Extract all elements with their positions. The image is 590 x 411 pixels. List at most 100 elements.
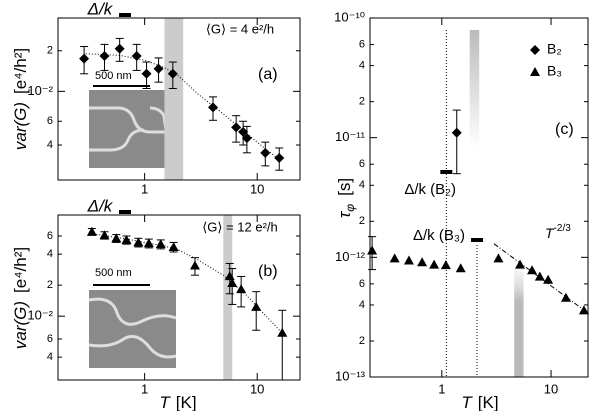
data-point bbox=[208, 102, 219, 113]
plot-frame bbox=[57, 214, 301, 381]
gap-bar bbox=[471, 238, 484, 242]
data-point bbox=[543, 274, 554, 284]
y-axis-title-sub: φ bbox=[343, 204, 357, 212]
gap-bar bbox=[440, 170, 453, 174]
y-axis-title-unit: [e⁴/h²] bbox=[11, 48, 30, 94]
y-tick-label: 4 bbox=[47, 248, 53, 260]
data-point bbox=[251, 301, 262, 311]
y-tick-label: 6 bbox=[359, 38, 365, 50]
x-tick-label: 1 bbox=[141, 381, 148, 396]
fit-label-base: T bbox=[545, 225, 555, 241]
y-tick-label: 10⁻¹⁰ bbox=[334, 9, 365, 24]
y-tick-label: 2 bbox=[47, 45, 53, 57]
y-tick-label: 6 bbox=[359, 158, 365, 170]
data-point bbox=[131, 50, 142, 61]
data-point bbox=[227, 277, 238, 287]
gap-band bbox=[223, 215, 233, 380]
x-axis-title-unit: [K] bbox=[478, 393, 499, 411]
data-point bbox=[133, 237, 144, 247]
annotation: ⟨G⟩ = 4 e²/h bbox=[206, 21, 274, 36]
annotation: ⟨G⟩ = 12 e²/h bbox=[202, 219, 278, 234]
data-point bbox=[153, 63, 164, 74]
y-tick-label: 2 bbox=[47, 279, 53, 291]
y-axis-title-name: τ bbox=[335, 210, 354, 218]
inset-scale-label: 500 nm bbox=[95, 267, 132, 279]
data-point bbox=[99, 50, 110, 61]
data-point bbox=[560, 292, 571, 302]
y-axis-title-name: var(G) bbox=[11, 102, 30, 150]
panel-label: (a) bbox=[258, 66, 278, 83]
y-tick-label: 10⁻² bbox=[27, 83, 53, 98]
panel-label: (c) bbox=[555, 121, 574, 138]
x-tick-label: 10 bbox=[544, 381, 558, 396]
x-axis-title-name: T bbox=[461, 393, 473, 411]
x-axis-title-unit: [K] bbox=[176, 393, 197, 411]
data-point bbox=[189, 260, 200, 270]
y-tick-label: 10⁻¹¹ bbox=[335, 129, 366, 144]
data-point bbox=[274, 153, 285, 164]
y-tick-label: 2 bbox=[359, 335, 365, 347]
data-point bbox=[440, 260, 451, 270]
data-point bbox=[168, 241, 179, 251]
fit-label-sup: -2/3 bbox=[554, 223, 572, 234]
y-axis-title: var(G) [e⁴/h²] bbox=[11, 247, 30, 349]
data-point bbox=[527, 265, 538, 275]
inset-a bbox=[89, 85, 177, 168]
data-point bbox=[143, 238, 154, 248]
gap-band bbox=[164, 18, 184, 180]
legend-marker bbox=[530, 67, 540, 76]
data-point bbox=[578, 305, 589, 315]
data-point bbox=[260, 147, 271, 158]
gap-band bbox=[514, 250, 524, 377]
y-tick-label: 2 bbox=[359, 215, 365, 227]
data-point bbox=[111, 233, 122, 243]
data-point bbox=[515, 259, 526, 269]
y-tick-label: 4 bbox=[359, 179, 365, 191]
data-point bbox=[367, 245, 378, 255]
fit-label: T-2/3 bbox=[545, 223, 571, 241]
y-tick-label: 10⁻¹² bbox=[335, 249, 366, 264]
x-tick-label: 10 bbox=[250, 381, 264, 396]
data-point bbox=[141, 68, 152, 79]
data-point bbox=[167, 68, 178, 79]
data-point bbox=[534, 271, 545, 281]
legend-label: B₂ bbox=[547, 41, 562, 57]
x-tick-label: 1 bbox=[438, 381, 445, 396]
y-tick-label: 10⁻¹³ bbox=[335, 368, 366, 383]
legend-label: B₃ bbox=[547, 63, 562, 79]
gap-bar bbox=[119, 13, 131, 17]
y-axis-title-unit: [e⁴/h²] bbox=[11, 247, 30, 293]
fit-line bbox=[493, 243, 589, 314]
data-point bbox=[155, 239, 166, 249]
gap-label: Δ/k bbox=[87, 196, 114, 215]
y-tick-label: 6 bbox=[47, 230, 53, 242]
data-point bbox=[429, 259, 440, 269]
y-tick-label: 10⁻² bbox=[27, 308, 53, 323]
data-point bbox=[99, 230, 110, 240]
data-point bbox=[241, 133, 252, 144]
gap-label: Δ/k bbox=[87, 0, 114, 18]
y-tick-label: 2 bbox=[359, 96, 365, 108]
data-point bbox=[389, 253, 400, 263]
x-axis-title: T [K] bbox=[461, 393, 498, 411]
plot-frame bbox=[369, 17, 589, 378]
gap-bar bbox=[119, 210, 131, 214]
data-point bbox=[417, 257, 428, 267]
fit-line bbox=[85, 53, 281, 161]
y-tick-label: 6 bbox=[47, 333, 53, 345]
x-tick-label: 10 bbox=[250, 181, 264, 196]
y-tick-label: 4 bbox=[47, 351, 53, 363]
y-axis-title-name: var(G) bbox=[11, 301, 30, 349]
y-tick-label: 6 bbox=[47, 115, 53, 127]
data-point bbox=[236, 284, 247, 294]
data-point bbox=[493, 253, 504, 263]
y-axis-title-unit: [s] bbox=[335, 178, 354, 196]
y-tick-label: 4 bbox=[359, 60, 365, 72]
data-point bbox=[114, 43, 125, 54]
gap-label: Δ/k (B₃) bbox=[413, 227, 465, 244]
y-tick-label: 6 bbox=[359, 278, 365, 290]
data-point bbox=[79, 53, 90, 64]
inset-scale-label: 500 nm bbox=[95, 70, 132, 82]
gap-band bbox=[469, 30, 480, 148]
